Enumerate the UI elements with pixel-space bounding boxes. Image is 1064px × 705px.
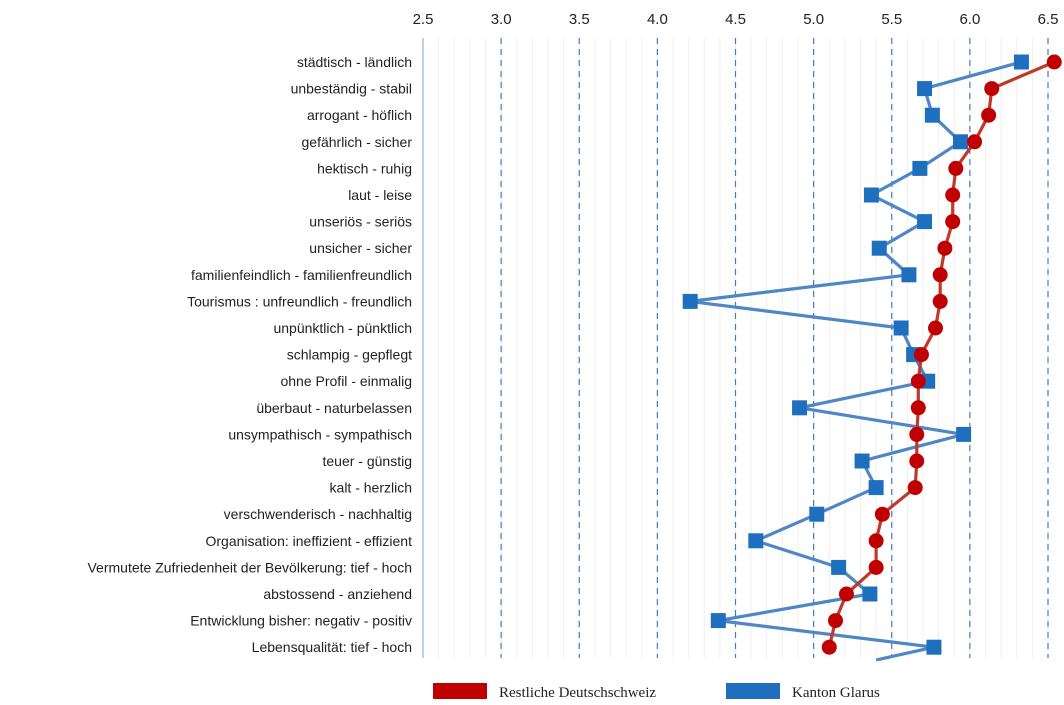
- point-restliche-deutschschweiz: [948, 160, 964, 176]
- category-label: überbaut - naturbelassen: [256, 400, 412, 416]
- category-label: ohne Profil - einmalig: [280, 373, 412, 389]
- point-kanton-glarus: [792, 400, 808, 416]
- point-kanton-glarus: [809, 506, 825, 522]
- category-label: abstossend - anziehend: [263, 586, 412, 602]
- series-line-tail: [875, 645, 935, 662]
- category-label: verschwenderisch - nachhaltig: [224, 506, 412, 522]
- point-restliche-deutschschweiz: [1046, 54, 1062, 70]
- x-tick-label: 5.5: [881, 11, 902, 28]
- point-restliche-deutschschweiz: [868, 559, 884, 575]
- point-restliche-deutschschweiz: [932, 267, 948, 283]
- legend-label: Kanton Glarus: [792, 685, 880, 701]
- category-label: städtisch - ländlich: [297, 54, 412, 70]
- point-kanton-glarus: [854, 453, 870, 469]
- category-label: kalt - herzlich: [330, 480, 412, 496]
- category-label: teuer - günstig: [323, 453, 413, 469]
- grid: [422, 38, 1049, 658]
- category-label: familienfeindlich - familienfreundlich: [191, 267, 412, 283]
- x-tick-label: 2.5: [413, 11, 434, 28]
- category-label: Vermutete Zufriedenheit der Bevölkerung:…: [87, 559, 412, 575]
- point-restliche-deutschschweiz: [928, 320, 943, 336]
- point-kanton-glarus: [682, 293, 698, 309]
- point-restliche-deutschschweiz: [907, 480, 923, 496]
- category-label: hektisch - ruhig: [317, 160, 412, 176]
- x-tick-label: 5.0: [803, 11, 824, 28]
- series-layer: [682, 54, 1062, 662]
- x-tick-label: 6.5: [1038, 11, 1059, 28]
- point-restliche-deutschschweiz: [909, 453, 925, 469]
- point-restliche-deutschschweiz: [945, 214, 961, 230]
- category-label: Lebensqualität: tief - hoch: [252, 639, 412, 655]
- series-line-restliche-deutschschweiz: [827, 60, 1055, 648]
- point-restliche-deutschschweiz: [937, 240, 953, 256]
- category-label: Entwicklung bisher: negativ - positiv: [190, 613, 412, 629]
- point-kanton-glarus: [710, 613, 726, 629]
- point-restliche-deutschschweiz: [984, 81, 1000, 97]
- point-restliche-deutschschweiz: [828, 613, 843, 629]
- point-restliche-deutschschweiz: [821, 639, 837, 655]
- point-kanton-glarus: [917, 81, 933, 97]
- point-kanton-glarus: [953, 134, 968, 150]
- point-kanton-glarus: [831, 559, 847, 575]
- point-restliche-deutschschweiz: [913, 347, 929, 363]
- legend-swatch: [726, 683, 780, 699]
- point-kanton-glarus: [917, 214, 933, 230]
- point-restliche-deutschschweiz: [945, 187, 961, 203]
- category-label: unsympathisch - sympathisch: [228, 426, 412, 442]
- category-label: Tourismus : unfreundlich - freundlich: [187, 293, 412, 309]
- category-label: unseriös - seriös: [309, 214, 412, 230]
- x-tick-label: 6.0: [959, 11, 980, 28]
- legend: Restliche Deutschschweiz Kanton Glarus: [433, 683, 880, 701]
- x-tick-label: 3.5: [569, 11, 590, 28]
- x-tick-label: 3.0: [491, 11, 512, 28]
- point-kanton-glarus: [868, 480, 884, 496]
- x-tick-labels: 2.5 3.0 3.5 4.0 4.5 5.0 5.5 6.0 6.5: [413, 11, 1059, 28]
- x-tick-label: 4.0: [647, 11, 668, 28]
- point-restliche-deutschschweiz: [910, 373, 926, 389]
- legend-swatch: [433, 683, 487, 699]
- x-tick-label: 4.5: [725, 11, 746, 28]
- category-label: schlampig - gepflegt: [287, 347, 412, 363]
- point-kanton-glarus: [924, 107, 940, 123]
- category-label: unpünktlich - pünktlich: [273, 320, 412, 336]
- category-label: unsicher - sicher: [309, 240, 412, 256]
- legend-label: Restliche Deutschschweiz: [499, 685, 656, 701]
- point-restliche-deutschschweiz: [932, 293, 948, 309]
- point-restliche-deutschschweiz: [967, 134, 983, 150]
- point-kanton-glarus: [893, 320, 909, 336]
- point-kanton-glarus: [748, 533, 764, 549]
- point-restliche-deutschschweiz: [868, 533, 884, 549]
- category-label: gefährlich - sicher: [302, 134, 413, 150]
- point-kanton-glarus: [926, 639, 942, 655]
- point-restliche-deutschschweiz: [874, 506, 890, 522]
- point-restliche-deutschschweiz: [910, 400, 926, 416]
- point-kanton-glarus: [912, 160, 928, 176]
- category-label: unbeständig - stabil: [291, 81, 412, 97]
- series-line-kanton-glarus: [688, 60, 1022, 649]
- point-restliche-deutschschweiz: [838, 586, 854, 602]
- category-label: arrogant - höflich: [307, 107, 412, 123]
- category-label: laut - leise: [348, 187, 412, 203]
- point-restliche-deutschschweiz: [909, 426, 925, 442]
- point-kanton-glarus: [1013, 54, 1029, 70]
- point-kanton-glarus: [956, 426, 972, 442]
- category-label: Organisation: ineffizient - effizient: [206, 533, 413, 549]
- category-labels: städtisch - ländlich unbeständig - stabil…: [87, 54, 412, 655]
- point-kanton-glarus: [862, 586, 878, 602]
- point-kanton-glarus: [901, 267, 917, 283]
- point-kanton-glarus: [863, 187, 879, 203]
- point-restliche-deutschschweiz: [981, 107, 997, 123]
- point-kanton-glarus: [871, 240, 887, 256]
